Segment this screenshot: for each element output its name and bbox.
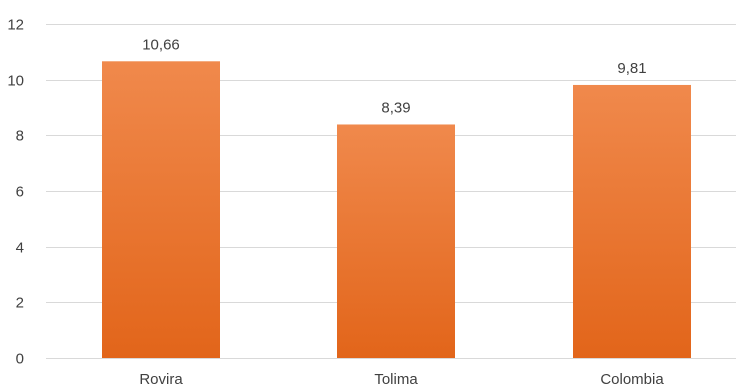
data-label: 10,66 [142,36,180,53]
x-axis-categories: Rovira Tolima Colombia [139,371,664,387]
bars [102,61,691,359]
bar-rovira [102,61,220,359]
y-tick-label: 10 [7,73,24,90]
y-tick-label: 0 [16,351,24,368]
y-tick-label: 12 [7,17,24,34]
bar-colombia [573,84,691,358]
y-axis-ticks: 0 2 4 6 8 10 12 [7,17,24,368]
y-tick-label: 4 [16,240,24,257]
category-label: Colombia [600,371,664,387]
data-labels: 10,66 8,39 9,81 [142,36,646,116]
category-label: Tolima [374,371,418,387]
category-label: Rovira [139,371,183,387]
data-label: 8,39 [381,99,410,116]
data-label: 9,81 [617,60,646,77]
y-tick-label: 8 [16,128,24,145]
y-tick-label: 6 [16,184,24,201]
y-tick-label: 2 [16,295,24,312]
bar-tolima [337,124,455,358]
